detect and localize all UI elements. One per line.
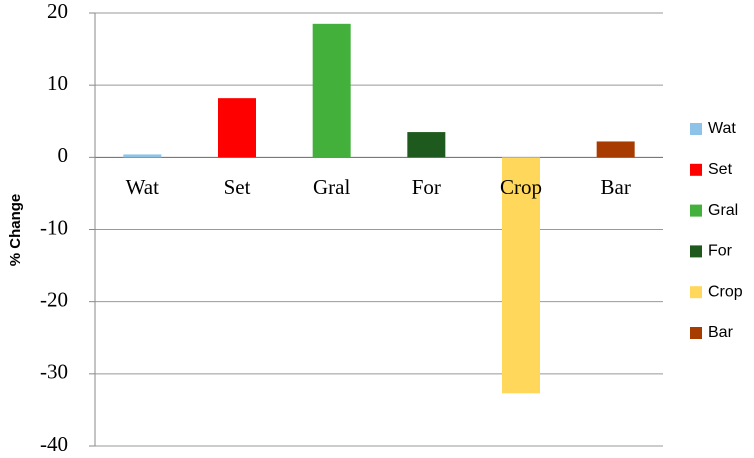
legend-label: Gral xyxy=(708,202,738,219)
y-tick-label: 0 xyxy=(58,143,69,167)
x-tick-label: Wat xyxy=(126,175,159,199)
y-axis-label: % Change xyxy=(7,194,24,267)
legend-swatch xyxy=(690,327,702,339)
legend-swatch xyxy=(690,286,702,299)
y-tick-label: -20 xyxy=(40,287,68,311)
bar xyxy=(123,154,162,158)
legend-swatch xyxy=(690,204,702,217)
bar xyxy=(218,98,256,158)
bar xyxy=(407,132,446,158)
x-tick-label: For xyxy=(412,175,441,199)
legend-label: Set xyxy=(708,161,733,178)
y-tick-label: -40 xyxy=(40,432,68,456)
x-tick-label: Bar xyxy=(601,175,631,199)
y-tick-label: 20 xyxy=(47,0,68,23)
x-tick-label: Set xyxy=(224,175,251,199)
bar xyxy=(596,141,635,158)
y-tick-label: 10 xyxy=(47,71,68,95)
legend-label: Wat xyxy=(708,120,736,137)
legend-label: Crop xyxy=(708,283,743,300)
legend-label: For xyxy=(708,243,733,260)
x-tick-label: Crop xyxy=(500,175,542,199)
bar xyxy=(502,157,540,394)
y-tick-label: -10 xyxy=(40,215,68,239)
legend-swatch xyxy=(690,245,702,258)
y-tick-label: -30 xyxy=(40,360,68,384)
legend-swatch xyxy=(690,163,702,176)
bar xyxy=(312,23,351,158)
x-tick-label: Gral xyxy=(313,175,350,199)
legend-label: Bar xyxy=(708,324,734,341)
legend-swatch xyxy=(690,123,702,135)
